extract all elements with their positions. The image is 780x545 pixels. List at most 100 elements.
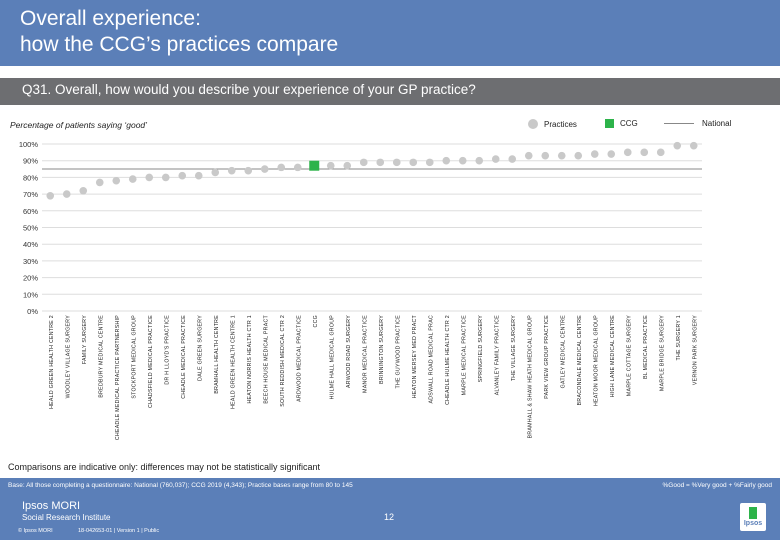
x-tick-label: ARWOOD ROAD SURGERY [346, 315, 352, 388]
question-bar [0, 78, 780, 105]
x-tick-label: VERNON PARK SURGERY [692, 315, 698, 385]
job-reference: 18-042653-01 | Version 1 | Public [78, 528, 160, 534]
practice-point [574, 151, 583, 160]
ccg-point [309, 160, 320, 171]
x-tick-label: HIGH LANE MEDICAL CENTRE [610, 315, 616, 397]
legend-national: National [664, 119, 731, 128]
practice-point [392, 158, 401, 167]
ipsos-mori-logo: Ipsos MORI Social Research Institute [22, 501, 111, 523]
practice-point [178, 171, 187, 180]
x-tick-label: WOODLEY VILLAGE SURGERY [65, 315, 71, 399]
practice-point [557, 151, 566, 160]
practice-point [640, 148, 649, 157]
y-tick-label: 50% [23, 224, 38, 233]
x-tick-label: CHEADLE MEDICAL PRACTICE PARTNERSHIP [115, 315, 121, 440]
practice-point [161, 173, 170, 182]
national-line-icon [664, 123, 694, 124]
ccg-square-icon [605, 119, 614, 128]
legend-practices: Practices [528, 119, 577, 129]
x-tick-label: HEATON MOOR MEDICAL GROUP [593, 315, 599, 406]
y-tick-label: 10% [23, 290, 38, 299]
x-tick-label: MARPLE MEDICAL PRACTICE [461, 315, 467, 395]
logo-text: Ipsos MORI [22, 500, 81, 512]
title-bar [0, 0, 780, 66]
legend-national-label: National [702, 119, 732, 128]
y-tick-label: 40% [23, 240, 38, 249]
practice-point [409, 158, 418, 167]
practice-dot-icon [528, 119, 538, 129]
practice-point [442, 156, 451, 165]
practice-point [623, 148, 632, 157]
practice-point [79, 186, 88, 195]
practice-point [326, 161, 335, 170]
practice-point [95, 178, 104, 187]
page-title: Overall experience: how the CCG’s practi… [20, 7, 339, 56]
x-tick-label: HEALD GREEN HEALTH CENTRE 1 [230, 315, 236, 409]
practice-point [607, 150, 616, 158]
practice-point [673, 141, 682, 150]
x-tick-label: MARPLE COTTAGE SURGERY [626, 315, 632, 396]
practice-point [211, 168, 220, 177]
page-number: 12 [384, 512, 395, 522]
x-tick-label: ARDWOOD MEDICAL PRACTICE [296, 315, 302, 402]
practice-point [359, 158, 368, 167]
practice-point [112, 176, 121, 185]
practice-point [62, 190, 71, 198]
x-tick-label: THE GUYWOOD PRACTICE [395, 315, 401, 389]
practice-point [656, 148, 665, 157]
y-tick-label: 90% [23, 157, 38, 166]
x-tick-label: ALVANLEY FAMILY PRACTICE [494, 315, 500, 395]
x-tick-label: BRACONDALE MEDICAL CENTRE [577, 315, 583, 406]
x-tick-label: CCG [313, 315, 319, 327]
x-tick-label: PARK VIEW GROUP PRACTICE [544, 315, 550, 399]
legend-ccg: CCG [605, 119, 638, 128]
footer [0, 478, 780, 540]
x-tick-label: BRAMHALL & SHAW HEATH MEDICAL GROUP [527, 315, 533, 439]
question-text: Q31. Overall, how would you describe you… [22, 82, 476, 97]
x-tick-label: HULME HALL MEDICAL GROUP [329, 315, 335, 400]
x-tick-label: STOCKPORT MEDICAL GROUP [131, 315, 137, 399]
practice-point [376, 158, 385, 167]
x-tick-label: BREDBURY MEDICAL CENTRE [98, 315, 104, 398]
practice-point [343, 161, 352, 170]
x-tick-label: CHEADLE MEDICAL PRACTICE [181, 315, 187, 399]
x-tick-label: DALE GREEN SURGERY [197, 315, 203, 381]
practice-point [227, 166, 236, 175]
x-tick-label: DR H LLOYD'S PRACTICE [164, 315, 170, 385]
y-tick-label: 0% [27, 307, 38, 316]
copyright: © Ipsos MORI [18, 528, 53, 534]
base-text: Base: All those completing a questionnai… [8, 482, 353, 489]
formula-text: %Good = %Very good + %Fairly good [662, 482, 772, 489]
x-tick-label: THE SURGERY 1 [676, 315, 682, 361]
y-tick-label: 60% [23, 207, 38, 216]
x-tick-label: MARPLE BRIDGE SURGERY [659, 315, 665, 391]
x-tick-label: BRINNINGTON SURGERY [379, 315, 385, 384]
x-tick-label: GATLEY MEDICAL CENTRE [560, 315, 566, 389]
practice-point [524, 151, 533, 160]
y-tick-label: 30% [23, 257, 38, 266]
x-tick-label: THE VILLAGE SURGERY [511, 315, 517, 381]
practice-point [491, 155, 500, 163]
x-tick-label: BL MEDICAL PRACTICE [643, 315, 649, 379]
practice-point [244, 166, 253, 175]
practice-point [260, 165, 269, 173]
x-tick-label: HEATON MERSEY MED PRACT [412, 314, 418, 398]
x-tick-label: CHADSFIELD MEDICAL PRACTICE [148, 315, 154, 408]
practice-point [194, 171, 203, 180]
practice-point [128, 175, 137, 183]
chart-subtitle: Percentage of patients saying ‘good’ [10, 120, 148, 130]
practice-point [689, 141, 698, 150]
practice-point [425, 158, 434, 167]
practice-point [508, 155, 517, 163]
ipsos-badge-icon: Ipsos [740, 503, 766, 531]
x-tick-label: HEATON NORRIS HEALTH CTR 1 [247, 315, 253, 404]
practice-point [475, 156, 484, 165]
legend-ccg-label: CCG [620, 119, 638, 128]
practice-point [145, 173, 154, 182]
x-tick-label: BEECH HOUSE MEDICAL PRACT [263, 314, 269, 403]
y-tick-label: 80% [23, 173, 38, 182]
comparison-note: Comparisons are indicative only: differe… [8, 462, 320, 472]
practice-point [590, 150, 599, 158]
x-tick-label: CHEADLE HULME HEALTH CTR 2 [445, 315, 451, 405]
